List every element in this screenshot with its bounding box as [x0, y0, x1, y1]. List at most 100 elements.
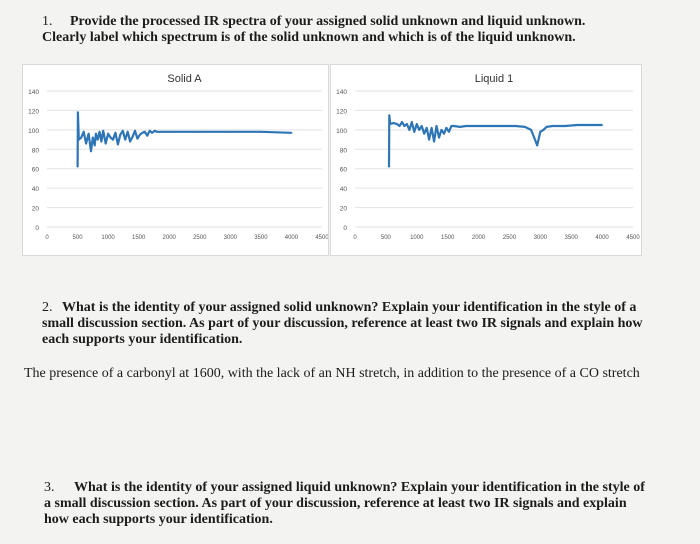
y-tick-label: 100 [28, 128, 39, 135]
spectrum-point [459, 126, 461, 128]
spectrum-point [601, 124, 604, 126]
spectrum-point [112, 138, 114, 141]
spectrum-point [94, 132, 97, 135]
spectrum-point [445, 127, 448, 129]
question-2-number: 2. [42, 300, 53, 315]
spectrum-point [545, 126, 548, 128]
spectrum-point [490, 125, 492, 127]
spectrum-point [116, 143, 119, 146]
spectrum-point [539, 130, 542, 133]
question-3: 3. What is the identity of your assigned … [44, 480, 654, 528]
spectrum-point [403, 125, 406, 127]
spectrum-point [551, 125, 554, 127]
x-tick-label: 3000 [534, 235, 548, 241]
spectrum-point [533, 136, 536, 139]
x-tick-label: 4000 [285, 235, 299, 241]
spectrum-point [396, 123, 398, 125]
spectrum-point [452, 125, 455, 127]
y-tick-label: 0 [35, 225, 39, 232]
spectrum-point [418, 128, 421, 131]
spectrum-point [76, 165, 79, 168]
y-tick-label: 20 [32, 206, 40, 213]
spectrum-point [138, 133, 141, 136]
solid-spectrum-svg: Solid A 0 20 40 60 80 100 120 140 0 500 1000 1500 200… [28, 73, 329, 241]
spectrum-point [440, 128, 443, 131]
spectrum-point [530, 128, 532, 131]
spectrum-point [87, 132, 90, 135]
question-1-number: 1. [42, 14, 53, 29]
spectrum-point [542, 128, 545, 131]
x-tick-label: 1500 [132, 235, 146, 241]
spectrum-point [398, 125, 401, 127]
x-tick-label: 2000 [163, 235, 177, 241]
spectrum-point [465, 125, 468, 127]
spectrum-point [433, 140, 435, 143]
x-tick-label: 2000 [472, 235, 486, 241]
spectrum-point [388, 165, 390, 168]
spectrum-point [536, 144, 539, 147]
spectrum-point [91, 136, 94, 139]
spectrum-point [259, 130, 262, 133]
x-tick-label: 3500 [565, 235, 579, 241]
spectrum-point [100, 140, 103, 143]
x-tick-label: 1000 [101, 235, 115, 241]
chart-title: Solid A [167, 73, 202, 85]
spectrum-point [141, 131, 144, 134]
spectrum-point [401, 121, 403, 123]
y-tick-label: 100 [336, 128, 347, 135]
spectrum-point [119, 133, 122, 136]
spectrum-point [156, 130, 158, 133]
x-tick-label: 3000 [224, 235, 238, 241]
question-1-text-line-1: Provide the processed IR spectra of your… [70, 14, 586, 29]
spectrum-point [90, 150, 92, 153]
y-tick-label: 60 [340, 167, 348, 174]
x-tick-label: 3500 [254, 235, 268, 241]
spectrum-point [102, 129, 105, 132]
x-tick-label: 500 [381, 235, 392, 241]
spectrum-point [198, 130, 201, 133]
spectrum-point [148, 129, 151, 132]
spectrum-point [168, 130, 171, 133]
spectrum-point [107, 132, 110, 135]
question-3-text: What is the identity of your assigned li… [44, 480, 645, 527]
y-tick-label: 80 [340, 147, 348, 154]
spectrum-point [121, 129, 124, 132]
spectrum-line [387, 114, 603, 167]
spectrum-point [477, 125, 480, 127]
spectrum-point [124, 138, 127, 141]
spectrum-point [136, 137, 139, 140]
spectrum-point [408, 128, 411, 131]
spectrum-point [438, 136, 440, 139]
spectrum-point [425, 127, 428, 129]
spectrum-point [392, 122, 395, 124]
y-tick-label: 80 [32, 147, 40, 154]
spectrum-point [151, 131, 154, 134]
spectrum-point [229, 130, 232, 133]
answer-2-text[interactable]: The presence of a carbonyl at 1600, with… [24, 366, 640, 381]
x-tick-label: 4500 [626, 235, 640, 241]
spectrum-point [143, 130, 146, 133]
x-tick-label: 2500 [193, 235, 207, 241]
y-tick-label: 40 [340, 186, 348, 193]
y-tick-label: 120 [28, 108, 39, 115]
spectrum-point [443, 132, 445, 135]
spectrum-point [514, 125, 517, 127]
spectrum-point [82, 130, 85, 133]
spectrum-point [134, 129, 136, 132]
spectrum-point [576, 124, 579, 126]
x-tick-label: 0 [45, 235, 49, 241]
spectrum-point [126, 130, 129, 133]
spectrum-point [564, 125, 566, 127]
x-tick-label: 0 [353, 235, 357, 241]
y-tick-label: 40 [32, 186, 40, 193]
spectrum-point [290, 131, 293, 134]
question-1-text-line-2: Clearly label which spectrum is of the s… [42, 30, 576, 45]
spectrum-point [523, 126, 526, 128]
spectrum-point [423, 132, 426, 135]
spectrum-point [162, 130, 165, 133]
x-tick-label: 4000 [595, 235, 609, 241]
question-3-number: 3. [44, 480, 55, 495]
spectrum-point [450, 125, 453, 127]
spectrum-point [114, 131, 117, 134]
question-2: 2. What is the identity of your assigned … [42, 300, 652, 348]
